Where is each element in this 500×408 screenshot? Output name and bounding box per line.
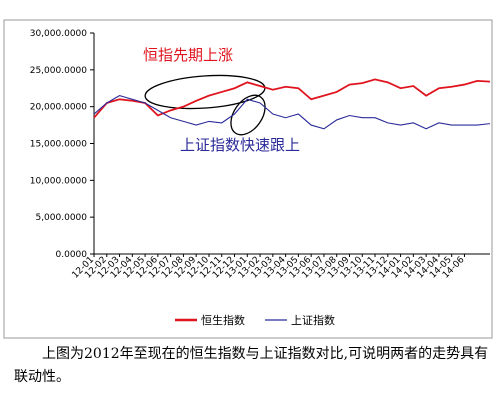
highlight-ellipse [230,94,266,136]
annotation: 恒指先期上涨 [143,46,233,64]
y-tick-label: 20,000.0000 [30,103,88,113]
caption: 上图为2012年至现在的恒生指数与上证指数对比,可说明两者的走势具有联动性。 [14,346,489,385]
highlight-ellipse [144,74,266,110]
legend-label: 恒生指数 [201,313,245,327]
y-tick-label: 5,000.0000 [35,213,87,223]
annotation: 上证指数快速跟上 [180,136,300,154]
legend-label: 上证指数 [291,313,335,327]
y-tick-label: 0.0000 [56,250,88,260]
series-line [93,95,491,130]
chart: 恒指先期上涨 上证指数快速跟上 0.0000 5,000.0000 10,000.0… [3,19,493,339]
y-tick-label: 25,000.0000 [30,66,88,76]
chart-border [3,19,493,339]
y-tick-label: 30,000.0000 [30,29,88,39]
y-tick-label: 10,000.0000 [30,176,88,186]
series-line [93,78,491,119]
y-tick-label: 15,000.0000 [30,140,88,150]
